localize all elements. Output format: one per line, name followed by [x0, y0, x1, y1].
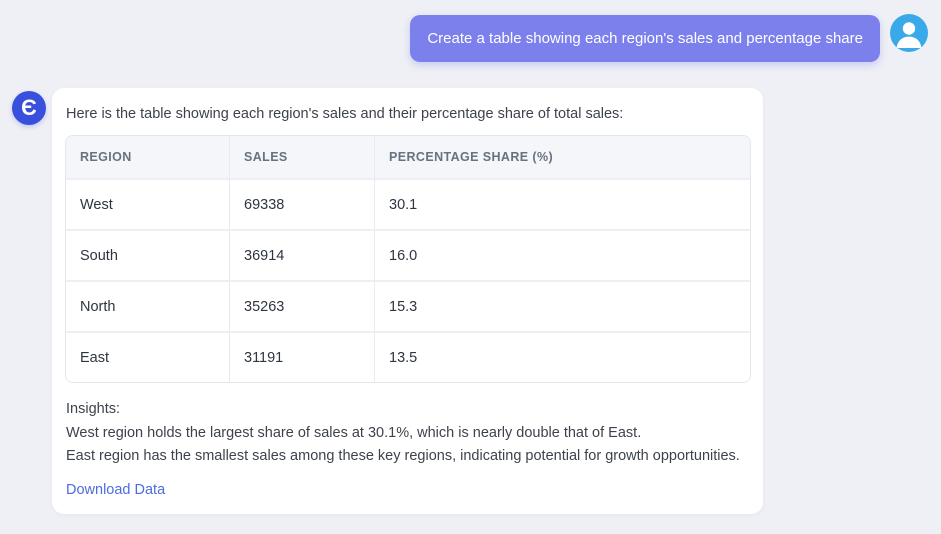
table-cell-sales: 31191	[230, 331, 375, 382]
table-row: North 35263 15.3	[66, 280, 750, 331]
table-row: South 36914 16.0	[66, 229, 750, 280]
table-header-cell-sales: SALES	[230, 136, 375, 178]
user-message-row: Create a table showing each region's sal…	[410, 14, 928, 62]
table-cell-share: 16.0	[375, 229, 750, 280]
table-row: West 69338 30.1	[66, 178, 750, 229]
assistant-message-card: Here is the table showing each region's …	[52, 88, 763, 514]
table-cell-sales: 69338	[230, 178, 375, 229]
table-cell-sales: 36914	[230, 229, 375, 280]
table-header-row: REGION SALES PERCENTAGE SHARE (%)	[66, 136, 750, 178]
table-cell-region: North	[66, 280, 230, 331]
table-cell-region: West	[66, 178, 230, 229]
user-icon	[896, 22, 922, 48]
table-cell-sales: 35263	[230, 280, 375, 331]
table-row: East 31191 13.5	[66, 331, 750, 382]
insight-line: East region has the smallest sales among…	[66, 448, 740, 464]
table-cell-region: South	[66, 229, 230, 280]
table-header-cell-share: PERCENTAGE SHARE (%)	[375, 136, 750, 178]
user-avatar	[890, 14, 928, 52]
insights-label: Insights:	[66, 401, 120, 417]
download-data-link[interactable]: Download Data	[66, 481, 166, 498]
table-cell-share: 30.1	[375, 178, 750, 229]
insights-block: Insights: West region holds the largest …	[65, 398, 750, 469]
sales-table: REGION SALES PERCENTAGE SHARE (%) West 6…	[65, 135, 751, 383]
assistant-avatar: Є	[12, 91, 46, 125]
user-message-bubble: Create a table showing each region's sal…	[410, 15, 880, 62]
assistant-intro-text: Here is the table showing each region's …	[66, 106, 624, 122]
table-cell-share: 13.5	[375, 331, 750, 382]
assistant-logo-icon: Є	[21, 95, 37, 120]
table-cell-region: East	[66, 331, 230, 382]
table-header-cell-region: REGION	[66, 136, 230, 178]
table-cell-share: 15.3	[375, 280, 750, 331]
insight-line: West region holds the largest share of s…	[66, 424, 642, 441]
